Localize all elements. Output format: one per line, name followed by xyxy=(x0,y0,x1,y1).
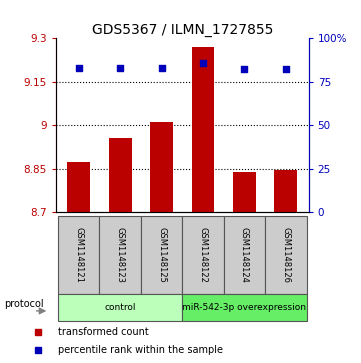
Bar xyxy=(58,216,99,294)
Bar xyxy=(192,47,214,212)
Text: GSM1148124: GSM1148124 xyxy=(240,227,249,283)
Point xyxy=(242,66,247,72)
Bar xyxy=(233,172,256,212)
Bar xyxy=(68,162,90,212)
Text: transformed count: transformed count xyxy=(58,327,149,337)
Point xyxy=(117,65,123,71)
Point xyxy=(76,65,82,71)
Bar xyxy=(224,216,265,294)
Text: GSM1148121: GSM1148121 xyxy=(74,227,83,283)
Bar xyxy=(141,216,182,294)
Text: protocol: protocol xyxy=(4,298,44,309)
Bar xyxy=(265,216,306,294)
Point xyxy=(200,60,206,65)
Bar xyxy=(274,170,297,212)
Bar xyxy=(150,122,173,212)
Bar xyxy=(182,294,306,321)
Text: GSM1148123: GSM1148123 xyxy=(116,227,125,283)
Text: GSM1148126: GSM1148126 xyxy=(281,227,290,283)
Bar xyxy=(58,294,182,321)
Text: control: control xyxy=(104,303,136,312)
Title: GDS5367 / ILMN_1727855: GDS5367 / ILMN_1727855 xyxy=(92,23,273,37)
Text: GSM1148125: GSM1148125 xyxy=(157,227,166,283)
Point xyxy=(159,65,165,71)
Bar xyxy=(182,216,224,294)
Point xyxy=(283,66,289,72)
Text: miR-542-3p overexpression: miR-542-3p overexpression xyxy=(182,303,306,312)
Text: GSM1148122: GSM1148122 xyxy=(199,227,208,283)
Text: percentile rank within the sample: percentile rank within the sample xyxy=(58,345,223,355)
Bar xyxy=(109,138,131,212)
Bar xyxy=(99,216,141,294)
